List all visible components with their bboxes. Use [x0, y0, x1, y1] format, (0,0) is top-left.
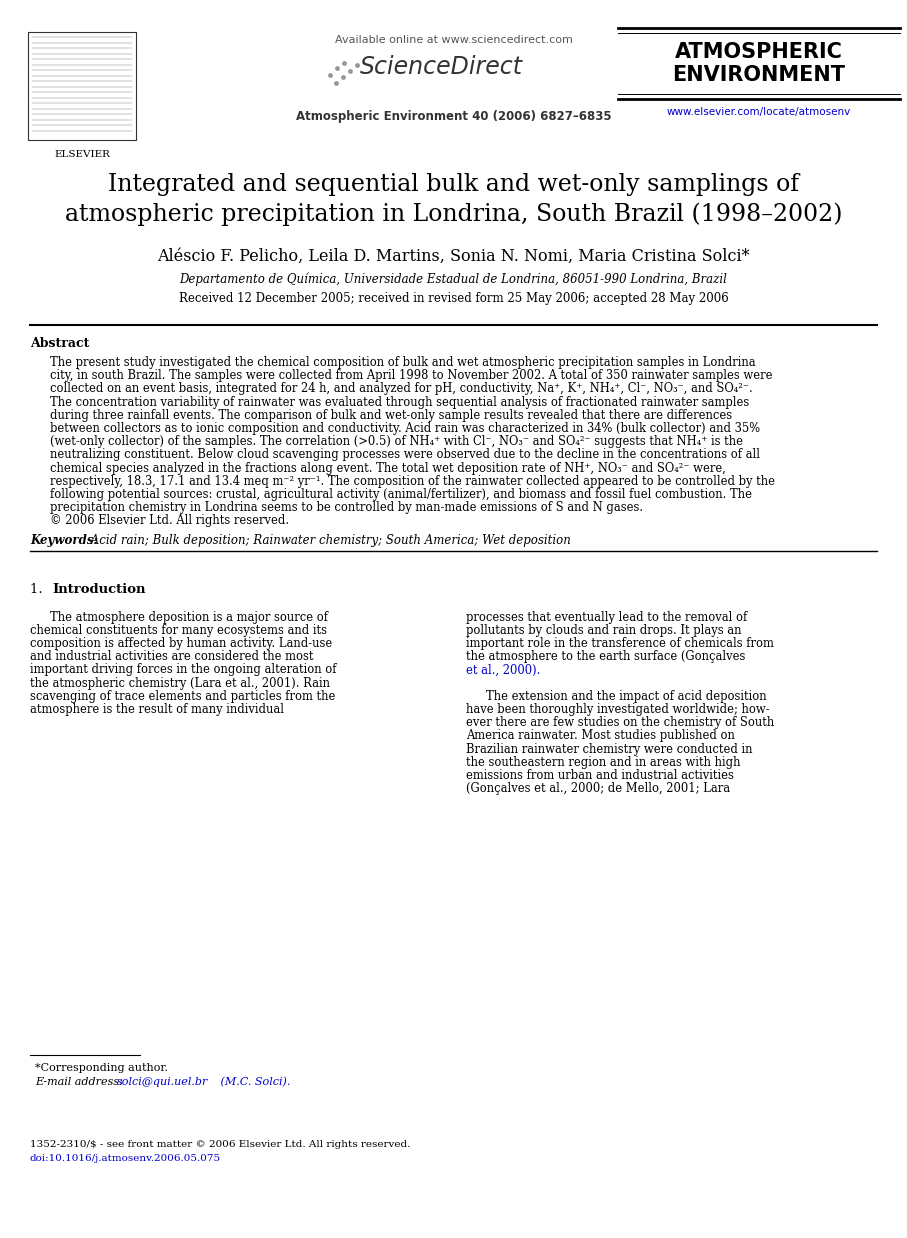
- Text: E-mail address:: E-mail address:: [35, 1077, 126, 1087]
- Text: The atmosphere deposition is a major source of: The atmosphere deposition is a major sou…: [50, 610, 328, 624]
- Text: et al., 2000).: et al., 2000).: [466, 664, 541, 676]
- Text: (Gonçalves et al., 2000; de Mello, 2001; Lara: (Gonçalves et al., 2000; de Mello, 2001;…: [466, 782, 730, 795]
- Text: ScienceDirect: ScienceDirect: [360, 54, 523, 79]
- Text: and industrial activities are considered the most: and industrial activities are considered…: [30, 650, 314, 664]
- Text: important role in the transference of chemicals from: important role in the transference of ch…: [466, 638, 774, 650]
- Text: the southeastern region and in areas with high: the southeastern region and in areas wit…: [466, 756, 740, 769]
- Text: Introduction: Introduction: [52, 583, 145, 595]
- Text: America rainwater. Most studies published on: America rainwater. Most studies publishe…: [466, 729, 735, 743]
- Text: Brazilian rainwater chemistry were conducted in: Brazilian rainwater chemistry were condu…: [466, 743, 753, 755]
- Text: composition is affected by human activity. Land-use: composition is affected by human activit…: [30, 638, 332, 650]
- Text: important driving forces in the ongoing alteration of: important driving forces in the ongoing …: [30, 664, 336, 676]
- Text: solci@qui.uel.br: solci@qui.uel.br: [117, 1077, 209, 1087]
- Text: atmospheric precipitation in Londrina, South Brazil (1998–2002): atmospheric precipitation in Londrina, S…: [64, 202, 843, 225]
- Text: Aléscio F. Pelicho, Leila D. Martins, Sonia N. Nomi, Maria Cristina Solci*: Aléscio F. Pelicho, Leila D. Martins, So…: [157, 248, 750, 265]
- Text: respectively, 18.3, 17.1 and 13.4 meq m⁻² yr⁻¹. The composition of the rainwater: respectively, 18.3, 17.1 and 13.4 meq m⁻…: [50, 475, 775, 488]
- Text: *Corresponding author.: *Corresponding author.: [35, 1063, 168, 1073]
- Text: www.elsevier.com/locate/atmosenv: www.elsevier.com/locate/atmosenv: [667, 106, 851, 118]
- Text: chemical constituents for many ecosystems and its: chemical constituents for many ecosystem…: [30, 624, 327, 636]
- Text: have been thoroughly investigated worldwide; how-: have been thoroughly investigated worldw…: [466, 703, 770, 716]
- Text: Abstract: Abstract: [30, 337, 90, 350]
- Text: The concentration variability of rainwater was evaluated through sequential anal: The concentration variability of rainwat…: [50, 396, 749, 409]
- Text: ELSEVIER: ELSEVIER: [54, 150, 110, 158]
- Text: (wet-only collector) of the samples. The correlation (>0.5) of NH₄⁺ with Cl⁻, NO: (wet-only collector) of the samples. The…: [50, 436, 743, 448]
- Text: Acid rain; Bulk deposition; Rainwater chemistry; South America; Wet deposition: Acid rain; Bulk deposition; Rainwater ch…: [87, 534, 571, 547]
- Text: 1352-2310/$ - see front matter © 2006 Elsevier Ltd. All rights reserved.: 1352-2310/$ - see front matter © 2006 El…: [30, 1140, 410, 1149]
- Text: precipitation chemistry in Londrina seems to be controlled by man-made emissions: precipitation chemistry in Londrina seem…: [50, 501, 643, 514]
- Text: 1.: 1.: [30, 583, 51, 595]
- Text: neutralizing constituent. Below cloud scavenging processes were observed due to : neutralizing constituent. Below cloud sc…: [50, 448, 760, 462]
- Bar: [28, 32, 136, 140]
- Text: emissions from urban and industrial activities: emissions from urban and industrial acti…: [466, 769, 734, 782]
- Text: scavenging of trace elements and particles from the: scavenging of trace elements and particl…: [30, 690, 336, 703]
- Text: ENVIRONMENT: ENVIRONMENT: [672, 66, 845, 85]
- Text: pollutants by clouds and rain drops. It plays an: pollutants by clouds and rain drops. It …: [466, 624, 742, 636]
- Text: Received 12 December 2005; received in revised form 25 May 2006; accepted 28 May: Received 12 December 2005; received in r…: [179, 292, 728, 305]
- Text: ATMOSPHERIC: ATMOSPHERIC: [675, 42, 843, 62]
- Text: city, in south Brazil. The samples were collected from April 1998 to November 20: city, in south Brazil. The samples were …: [50, 369, 773, 383]
- Text: The extension and the impact of acid deposition: The extension and the impact of acid dep…: [486, 690, 766, 703]
- Text: processes that eventually lead to the removal of: processes that eventually lead to the re…: [466, 610, 747, 624]
- Text: © 2006 Elsevier Ltd. All rights reserved.: © 2006 Elsevier Ltd. All rights reserved…: [50, 515, 289, 527]
- Text: atmosphere is the result of many individual: atmosphere is the result of many individ…: [30, 703, 284, 716]
- Text: doi:10.1016/j.atmosenv.2006.05.075: doi:10.1016/j.atmosenv.2006.05.075: [30, 1154, 221, 1162]
- Text: Atmospheric Environment 40 (2006) 6827–6835: Atmospheric Environment 40 (2006) 6827–6…: [296, 110, 611, 123]
- Text: ever there are few studies on the chemistry of South: ever there are few studies on the chemis…: [466, 717, 775, 729]
- Text: (M.C. Solci).: (M.C. Solci).: [217, 1077, 290, 1087]
- Text: between collectors as to ionic composition and conductivity. Acid rain was chara: between collectors as to ionic compositi…: [50, 422, 760, 435]
- Text: following potential sources: crustal, agricultural activity (animal/fertilizer),: following potential sources: crustal, ag…: [50, 488, 752, 501]
- Text: the atmospheric chemistry (Lara et al., 2001). Rain: the atmospheric chemistry (Lara et al., …: [30, 677, 330, 690]
- Text: chemical species analyzed in the fractions along event. The total wet deposition: chemical species analyzed in the fractio…: [50, 462, 726, 474]
- Text: Departamento de Química, Universidade Estadual de Londrina, 86051-990 Londrina, : Departamento de Química, Universidade Es…: [180, 274, 727, 286]
- Text: collected on an event basis, integrated for 24 h, and analyzed for pH, conductiv: collected on an event basis, integrated …: [50, 383, 753, 395]
- Text: Keywords:: Keywords:: [30, 534, 98, 547]
- Text: The present study investigated the chemical composition of bulk and wet atmosphe: The present study investigated the chemi…: [50, 357, 756, 369]
- Text: Available online at www.sciencedirect.com: Available online at www.sciencedirect.co…: [335, 35, 572, 45]
- Text: during three rainfall events. The comparison of bulk and wet-only sample results: during three rainfall events. The compar…: [50, 409, 732, 422]
- Text: Integrated and sequential bulk and wet-only samplings of: Integrated and sequential bulk and wet-o…: [108, 173, 799, 196]
- Text: the atmosphere to the earth surface (Gonçalves: the atmosphere to the earth surface (Gon…: [466, 650, 746, 664]
